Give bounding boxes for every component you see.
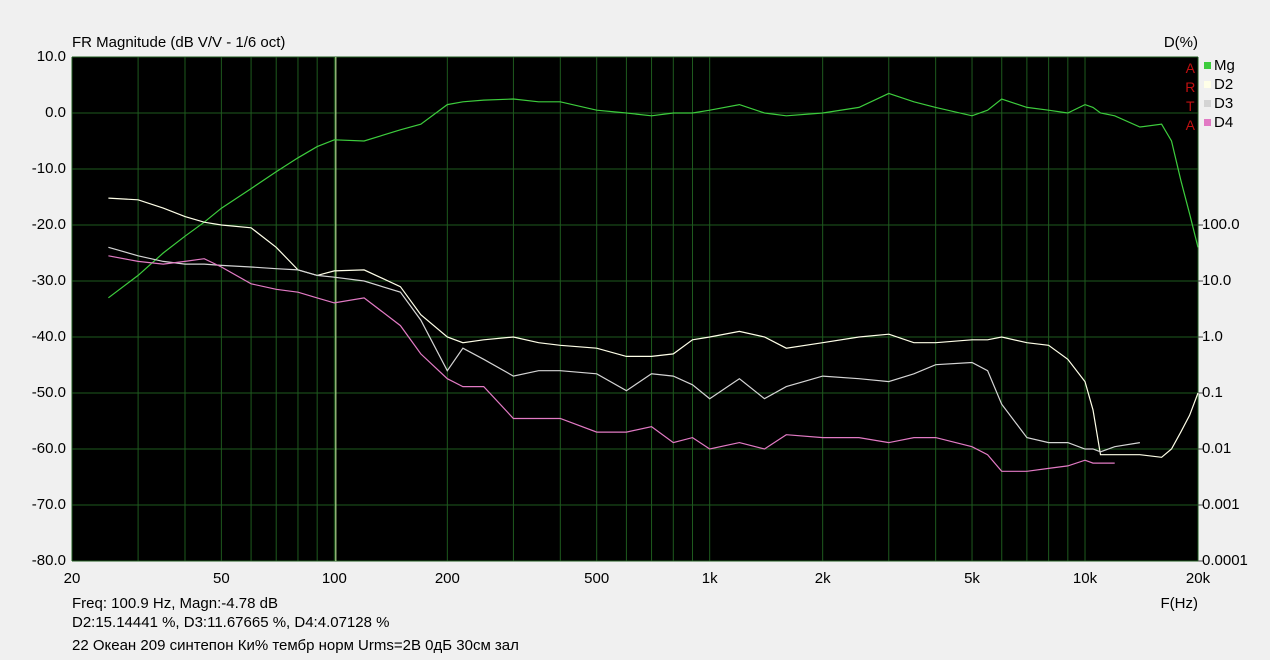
legend-swatch bbox=[1204, 119, 1211, 126]
x-tick-label: 5k bbox=[964, 570, 980, 587]
y-tick-label: -80.0 bbox=[32, 552, 66, 569]
x-tick-label: 50 bbox=[213, 570, 230, 587]
legend-label: D2 bbox=[1214, 76, 1233, 93]
x-tick-label: 20k bbox=[1186, 570, 1211, 587]
chart-title: FR Magnitude (dB V/V - 1/6 oct) bbox=[72, 34, 285, 51]
y-tick-label: -50.0 bbox=[32, 384, 66, 401]
y2-tick-label: 0.1 bbox=[1202, 384, 1223, 401]
y-tick-label: -70.0 bbox=[32, 496, 66, 513]
y2-tick-label: 1.0 bbox=[1202, 328, 1223, 345]
y-tick-label: -60.0 bbox=[32, 440, 66, 457]
series-line bbox=[108, 255, 1115, 472]
legend-label: Mg bbox=[1214, 57, 1235, 74]
legend-swatch bbox=[1204, 100, 1211, 107]
annotation: Freq: 100.9 Hz, Magn:-4.78 dB bbox=[72, 595, 278, 612]
y2-tick-label: 10.0 bbox=[1202, 272, 1231, 289]
x-tick-label: 200 bbox=[435, 570, 460, 587]
legend-swatch bbox=[1204, 62, 1211, 69]
y-tick-label: 0.0 bbox=[45, 104, 66, 121]
annotation: 22 Океан 209 синтепон Ки% тембр норм Urm… bbox=[72, 637, 519, 654]
y2-tick-label: 0.0001 bbox=[1202, 552, 1248, 569]
plot-area bbox=[72, 57, 1198, 561]
y-tick-label: -10.0 bbox=[32, 160, 66, 177]
annotation: D2:15.14441 %, D3:11.67665 %, D4:4.07128… bbox=[72, 614, 389, 631]
legend-label: D4 bbox=[1214, 114, 1233, 131]
x-tick-label: 100 bbox=[322, 570, 347, 587]
y-tick-label: -20.0 bbox=[32, 216, 66, 233]
watermark: ARTA bbox=[1182, 60, 1198, 136]
y2-tick-label: 100.0 bbox=[1202, 216, 1240, 233]
y-tick-label: -30.0 bbox=[32, 272, 66, 289]
y2-tick-label: 0.001 bbox=[1202, 496, 1240, 513]
x-tick-label: 10k bbox=[1073, 570, 1098, 587]
legend-label: D3 bbox=[1214, 95, 1233, 112]
y2-axis-label: D(%) bbox=[1164, 34, 1198, 51]
y-tick-label: 10.0 bbox=[37, 48, 66, 65]
y2-tick-label: 0.01 bbox=[1202, 440, 1231, 457]
x-tick-label: 2k bbox=[815, 570, 831, 587]
x-tick-label: 20 bbox=[64, 570, 81, 587]
x-tick-label: 1k bbox=[702, 570, 718, 587]
x-tick-label: 500 bbox=[584, 570, 609, 587]
series-line bbox=[108, 246, 1140, 453]
y-tick-label: -40.0 bbox=[32, 328, 66, 345]
legend-swatch bbox=[1204, 81, 1211, 88]
x-axis-label: F(Hz) bbox=[1161, 595, 1199, 612]
series-line bbox=[108, 92, 1199, 299]
